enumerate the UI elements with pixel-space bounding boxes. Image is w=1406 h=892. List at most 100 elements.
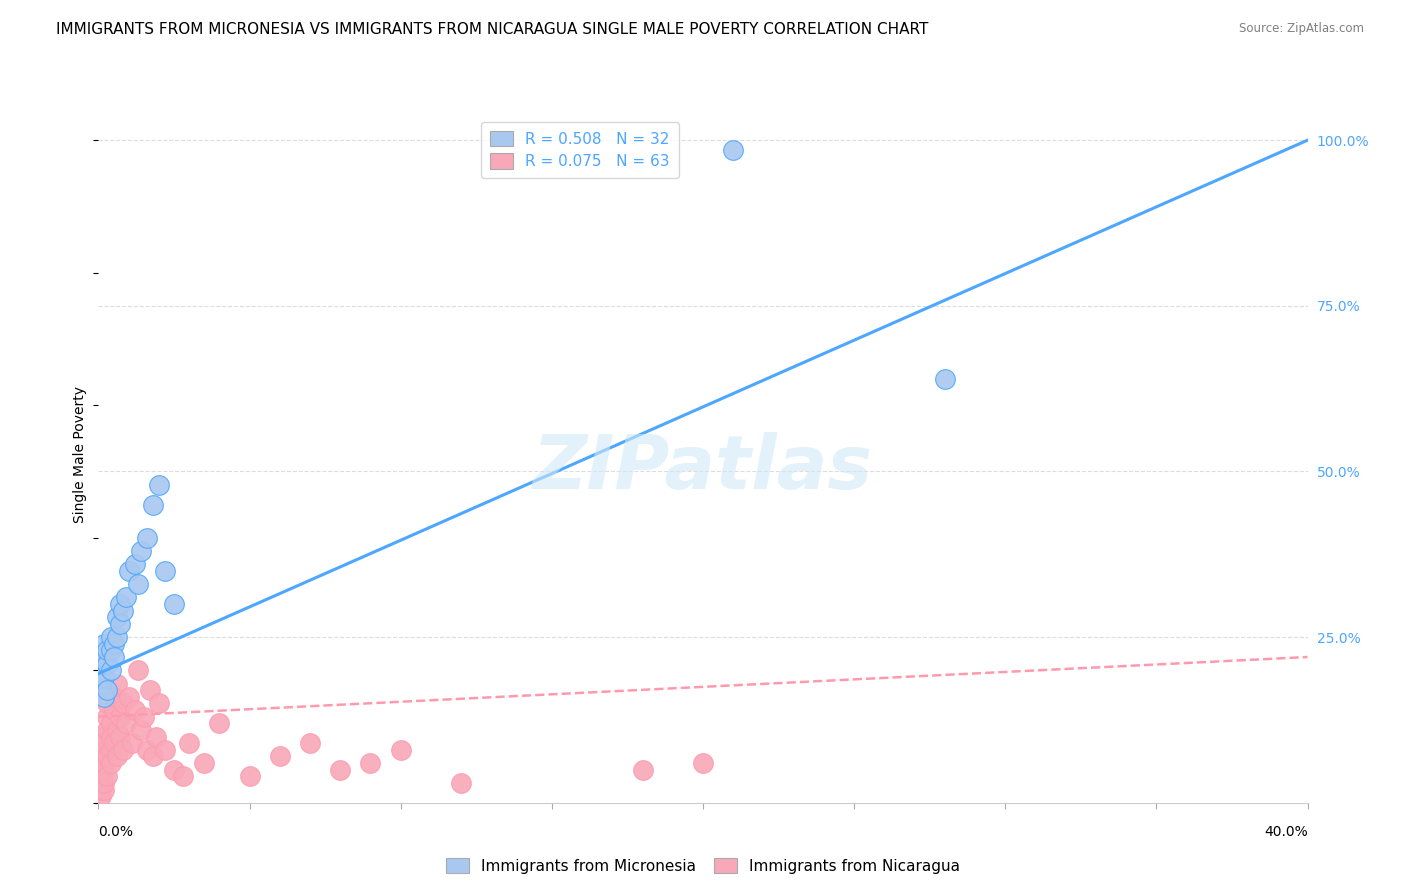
Point xyxy=(96,723,118,737)
Point xyxy=(90,789,112,804)
Point xyxy=(114,591,136,605)
Point xyxy=(90,743,112,757)
Point xyxy=(93,743,115,757)
Point xyxy=(90,782,112,797)
Point xyxy=(118,690,141,704)
Point xyxy=(129,544,152,558)
Point xyxy=(105,723,128,737)
Point xyxy=(132,709,155,723)
Point xyxy=(269,749,291,764)
Point xyxy=(93,650,115,665)
Point xyxy=(105,676,128,690)
Point xyxy=(96,709,118,723)
Text: 0.0%: 0.0% xyxy=(98,825,134,839)
Point xyxy=(105,630,128,644)
Point xyxy=(111,697,134,711)
Point xyxy=(450,776,472,790)
Point xyxy=(90,756,112,770)
Point xyxy=(111,604,134,618)
Text: IMMIGRANTS FROM MICRONESIA VS IMMIGRANTS FROM NICARAGUA SINGLE MALE POVERTY CORR: IMMIGRANTS FROM MICRONESIA VS IMMIGRANTS… xyxy=(56,22,928,37)
Point xyxy=(96,697,118,711)
Point xyxy=(127,577,149,591)
Point xyxy=(90,650,112,665)
Point xyxy=(118,564,141,578)
Point xyxy=(90,736,112,750)
Point xyxy=(148,697,170,711)
Point xyxy=(108,730,131,744)
Text: Source: ZipAtlas.com: Source: ZipAtlas.com xyxy=(1239,22,1364,36)
Point xyxy=(103,650,125,665)
Point xyxy=(163,597,186,611)
Point xyxy=(723,143,745,157)
Point xyxy=(208,716,231,731)
Point xyxy=(105,749,128,764)
Point xyxy=(93,776,115,790)
Point xyxy=(103,736,125,750)
Point xyxy=(96,683,118,698)
Point xyxy=(179,736,201,750)
Text: ZIPatlas: ZIPatlas xyxy=(533,433,873,506)
Point xyxy=(139,683,162,698)
Point xyxy=(100,630,122,644)
Point xyxy=(121,736,143,750)
Point xyxy=(103,637,125,651)
Point xyxy=(105,610,128,624)
Point xyxy=(692,756,714,770)
Point xyxy=(100,756,122,770)
Legend: Immigrants from Micronesia, Immigrants from Nicaragua: Immigrants from Micronesia, Immigrants f… xyxy=(440,852,966,880)
Point xyxy=(93,782,115,797)
Point xyxy=(90,769,112,783)
Point xyxy=(96,749,118,764)
Point xyxy=(100,663,122,677)
Point xyxy=(153,564,176,578)
Point xyxy=(148,477,170,491)
Point xyxy=(93,730,115,744)
Point xyxy=(103,690,125,704)
Point xyxy=(145,730,167,744)
Point xyxy=(153,743,176,757)
Point xyxy=(142,749,165,764)
Point xyxy=(129,723,152,737)
Point xyxy=(93,670,115,684)
Text: 40.0%: 40.0% xyxy=(1264,825,1308,839)
Point xyxy=(124,703,146,717)
Point xyxy=(299,736,322,750)
Point xyxy=(93,756,115,770)
Point xyxy=(389,743,412,757)
Point xyxy=(93,736,115,750)
Point xyxy=(135,531,157,545)
Point xyxy=(108,597,131,611)
Point xyxy=(90,763,112,777)
Point xyxy=(193,756,215,770)
Point xyxy=(90,663,112,677)
Point xyxy=(93,637,115,651)
Point xyxy=(96,657,118,671)
Point xyxy=(142,498,165,512)
Point xyxy=(114,716,136,731)
Point xyxy=(108,709,131,723)
Point xyxy=(100,716,122,731)
Point xyxy=(90,776,112,790)
Point xyxy=(90,730,112,744)
Point xyxy=(135,743,157,757)
Point xyxy=(934,372,956,386)
Point xyxy=(93,763,115,777)
Legend: R = 0.508   N = 32, R = 0.075   N = 63: R = 0.508 N = 32, R = 0.075 N = 63 xyxy=(481,121,679,178)
Point xyxy=(239,769,262,783)
Point xyxy=(360,756,382,770)
Point xyxy=(90,676,112,690)
Point xyxy=(127,663,149,677)
Point xyxy=(172,769,194,783)
Point xyxy=(103,703,125,717)
Point xyxy=(100,730,122,744)
Point xyxy=(96,769,118,783)
Point xyxy=(111,743,134,757)
Point xyxy=(93,690,115,704)
Point xyxy=(631,763,654,777)
Point xyxy=(90,749,112,764)
Point xyxy=(100,743,122,757)
Point xyxy=(100,643,122,657)
Y-axis label: Single Male Poverty: Single Male Poverty xyxy=(73,386,87,524)
Point xyxy=(329,763,352,777)
Point xyxy=(124,558,146,572)
